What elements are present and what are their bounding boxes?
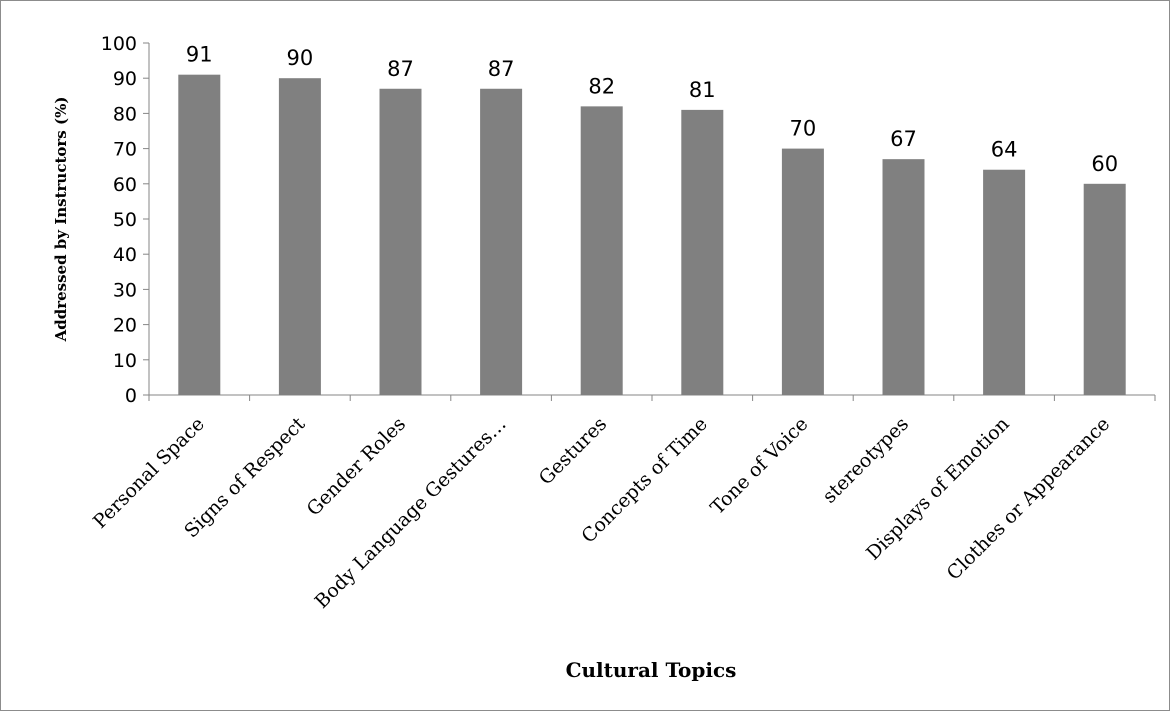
- category-label: Clothes or Appearance: [943, 413, 1115, 585]
- bar: [1083, 183, 1126, 395]
- bar: [278, 78, 321, 395]
- data-label: 67: [890, 127, 917, 151]
- y-tick-labels: 0 10 20 30 40 50 60 70 80 90 100: [101, 33, 137, 407]
- bar: [580, 106, 623, 396]
- bar: [882, 159, 925, 395]
- y-tick-label: 100: [101, 33, 137, 55]
- category-label: Gender Roles: [303, 413, 410, 520]
- data-label: 70: [790, 117, 817, 141]
- category-label: Gestures: [535, 413, 611, 489]
- category-label: Tone of Voice: [706, 413, 812, 519]
- bar: [379, 88, 422, 395]
- y-axis-title: Addressed by Instructors (%): [52, 97, 70, 343]
- y-tick-label: 90: [113, 68, 137, 90]
- y-tick-label: 0: [125, 385, 137, 407]
- data-label: 64: [991, 138, 1018, 162]
- bars: [178, 74, 1126, 396]
- y-tick-label: 50: [113, 209, 137, 231]
- y-tick-label: 80: [113, 103, 137, 125]
- y-tick-label: 70: [113, 139, 137, 161]
- x-axis-title: Cultural Topics: [566, 658, 737, 682]
- data-labels: 91 90 87 87 82 81 70 67 64 60: [186, 43, 1118, 176]
- data-label: 81: [689, 78, 716, 102]
- y-tick-label: 30: [113, 279, 137, 301]
- data-label: 91: [186, 43, 213, 67]
- y-tick-label: 20: [113, 315, 137, 337]
- data-label: 60: [1091, 152, 1118, 176]
- bar: [983, 169, 1026, 395]
- data-label: 87: [488, 57, 515, 81]
- category-label: Body Language Gestures…: [311, 413, 511, 613]
- bar: [480, 88, 523, 395]
- y-tick-label: 10: [113, 350, 137, 372]
- y-tick-label: 40: [113, 244, 137, 266]
- bar: [681, 109, 724, 395]
- bar: [178, 74, 221, 396]
- data-label: 87: [387, 57, 414, 81]
- category-label: stereotypes: [818, 413, 913, 508]
- data-label: 90: [287, 46, 314, 70]
- y-tick-label: 60: [113, 174, 137, 196]
- bar: [781, 148, 824, 395]
- data-label: 82: [588, 74, 615, 98]
